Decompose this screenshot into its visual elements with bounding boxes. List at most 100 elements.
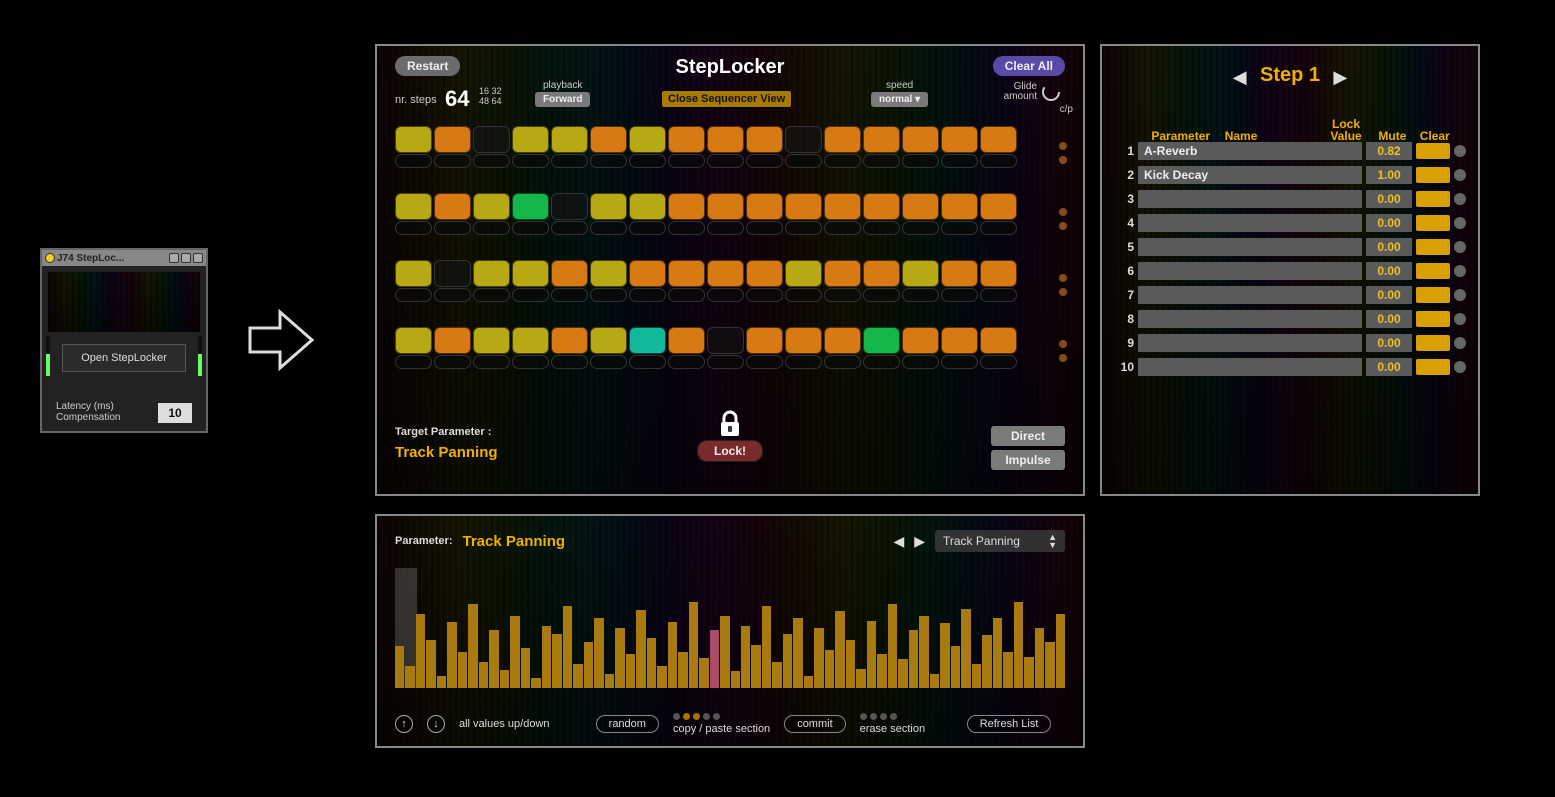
step-next-button[interactable]: ▶ — [1333, 67, 1347, 88]
grid-cell[interactable] — [551, 260, 588, 287]
param-prev-icon[interactable]: ◀ — [893, 533, 904, 550]
value-bar[interactable] — [741, 626, 750, 688]
param-clear-button[interactable] — [1454, 241, 1466, 253]
grid-cell[interactable] — [668, 193, 705, 220]
value-bar[interactable] — [751, 645, 760, 688]
value-bar[interactable] — [647, 638, 656, 688]
grid-cell[interactable] — [629, 193, 666, 220]
grid-cell[interactable] — [785, 327, 822, 354]
value-bar[interactable] — [877, 654, 886, 688]
value-bar[interactable] — [731, 671, 740, 688]
parameter-dropdown[interactable]: Track Panning▲▼ — [935, 530, 1065, 552]
value-bar[interactable] — [699, 658, 708, 688]
grid-subcell[interactable] — [551, 221, 588, 235]
param-name-field[interactable] — [1138, 310, 1362, 328]
grid-cell[interactable] — [863, 327, 900, 354]
grid-subcell[interactable] — [434, 221, 471, 235]
param-name-field[interactable]: A-Reverb — [1138, 142, 1362, 160]
grid-subcell[interactable] — [980, 288, 1017, 302]
param-clear-button[interactable] — [1454, 193, 1466, 205]
param-value-field[interactable]: 0.00 — [1366, 262, 1412, 280]
grid-cell[interactable] — [785, 193, 822, 220]
param-name-field[interactable] — [1138, 262, 1362, 280]
grid-cell[interactable] — [668, 126, 705, 153]
erase-dots[interactable] — [860, 713, 925, 720]
grid-cell[interactable] — [629, 126, 666, 153]
value-bar[interactable] — [1045, 642, 1054, 688]
grid-cell[interactable] — [902, 126, 939, 153]
speed-dropdown[interactable]: normal ▾ — [871, 92, 928, 107]
grid-subcell[interactable] — [941, 154, 978, 168]
param-value-field[interactable]: 0.00 — [1366, 214, 1412, 232]
copy-paste-dot[interactable] — [1059, 288, 1067, 296]
grid-subcell[interactable] — [980, 221, 1017, 235]
param-name-field[interactable] — [1138, 358, 1362, 376]
param-mute-button[interactable] — [1416, 359, 1450, 375]
value-bar[interactable] — [479, 662, 488, 688]
param-name-field[interactable] — [1138, 190, 1362, 208]
value-bar[interactable] — [605, 674, 614, 688]
param-mute-button[interactable] — [1416, 239, 1450, 255]
value-bar[interactable] — [510, 616, 519, 688]
grid-subcell[interactable] — [941, 288, 978, 302]
grid-subcell[interactable] — [785, 355, 822, 369]
param-clear-button[interactable] — [1454, 145, 1466, 157]
device-fold-icon[interactable] — [193, 253, 203, 263]
value-bar[interactable] — [594, 618, 603, 688]
param-mute-button[interactable] — [1416, 263, 1450, 279]
grid-cell[interactable] — [746, 193, 783, 220]
grid-subcell[interactable] — [590, 221, 627, 235]
grid-cell[interactable] — [902, 193, 939, 220]
value-bar[interactable] — [993, 618, 1002, 688]
copy-paste-dot[interactable] — [1059, 274, 1067, 282]
value-bar[interactable] — [542, 626, 551, 688]
value-bar[interactable] — [437, 676, 446, 688]
grid-subcell[interactable] — [707, 288, 744, 302]
grid-cell[interactable] — [941, 327, 978, 354]
value-bar[interactable] — [563, 606, 572, 688]
value-bar[interactable] — [468, 604, 477, 688]
grid-cell[interactable] — [824, 126, 861, 153]
device-hotswap-icon[interactable] — [169, 253, 179, 263]
impulse-button[interactable]: Impulse — [991, 450, 1065, 470]
value-bar[interactable] — [783, 634, 792, 688]
grid-cell[interactable] — [434, 193, 471, 220]
grid-cell[interactable] — [512, 126, 549, 153]
grid-subcell[interactable] — [512, 154, 549, 168]
grid-cell[interactable] — [434, 260, 471, 287]
grid-subcell[interactable] — [395, 355, 432, 369]
grid-cell[interactable] — [473, 126, 510, 153]
grid-subcell[interactable] — [590, 154, 627, 168]
grid-subcell[interactable] — [473, 288, 510, 302]
value-bar[interactable] — [720, 616, 729, 688]
grid-subcell[interactable] — [668, 221, 705, 235]
grid-cell[interactable] — [746, 126, 783, 153]
grid-subcell[interactable] — [785, 154, 822, 168]
value-bar[interactable] — [521, 648, 530, 688]
copy-paste-dot[interactable] — [1059, 222, 1067, 230]
grid-subcell[interactable] — [980, 154, 1017, 168]
value-bar[interactable] — [814, 628, 823, 688]
param-name-field[interactable]: Kick Decay — [1138, 166, 1362, 184]
grid-subcell[interactable] — [434, 288, 471, 302]
param-clear-button[interactable] — [1454, 217, 1466, 229]
value-bar[interactable] — [531, 678, 540, 688]
direct-button[interactable]: Direct — [991, 426, 1065, 446]
grid-cell[interactable] — [473, 260, 510, 287]
grid-subcell[interactable] — [824, 288, 861, 302]
value-bar[interactable] — [689, 602, 698, 688]
grid-cell[interactable] — [590, 260, 627, 287]
grid-subcell[interactable] — [629, 154, 666, 168]
grid-cell[interactable] — [629, 327, 666, 354]
grid-cell[interactable] — [707, 327, 744, 354]
grid-subcell[interactable] — [434, 154, 471, 168]
refresh-list-button[interactable]: Refresh List — [967, 715, 1052, 733]
value-bar[interactable] — [447, 622, 456, 688]
grid-subcell[interactable] — [746, 154, 783, 168]
grid-subcell[interactable] — [629, 288, 666, 302]
value-bar[interactable] — [584, 642, 593, 688]
param-mute-button[interactable] — [1416, 215, 1450, 231]
grid-subcell[interactable] — [590, 288, 627, 302]
grid-cell[interactable] — [707, 126, 744, 153]
value-bar[interactable] — [762, 606, 771, 688]
